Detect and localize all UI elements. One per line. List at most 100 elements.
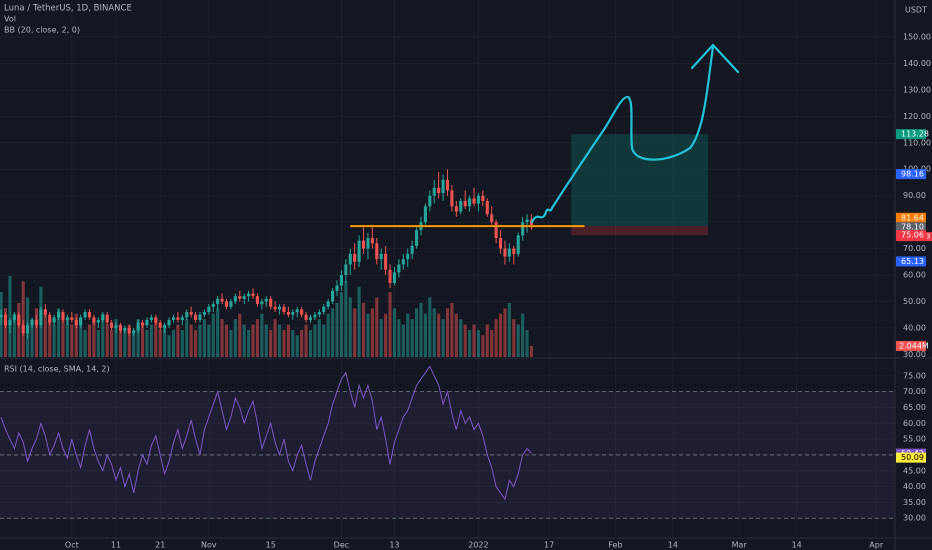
candle-body	[202, 312, 206, 315]
volume-bar	[255, 319, 259, 357]
candle-body	[295, 309, 299, 313]
volume-bar	[361, 302, 366, 357]
volume-bar	[123, 329, 127, 357]
currency[interactable]: USDT	[905, 6, 927, 15]
candle-body	[264, 298, 268, 302]
candle-body	[163, 325, 167, 328]
candle-body	[344, 264, 348, 276]
candle-body	[472, 198, 476, 204]
candle-body	[185, 312, 189, 318]
candle-body	[445, 179, 450, 191]
volume-bar	[189, 324, 193, 357]
candle-body	[384, 253, 388, 270]
volume-bar	[43, 313, 47, 357]
rsi-label: 50.09	[901, 453, 924, 462]
volume-bar	[176, 324, 180, 357]
candle-body	[52, 317, 56, 323]
volume-bar	[180, 329, 184, 357]
volume-bar	[224, 324, 229, 357]
candle-body	[516, 235, 520, 254]
rsi-tick-label: 55.00	[903, 435, 926, 444]
volume-bar	[185, 319, 189, 357]
volume-bar	[512, 319, 516, 357]
volume-bar	[454, 313, 458, 357]
x-tick-label: Mar	[732, 541, 748, 550]
volume-bar	[101, 313, 105, 357]
price-label: 78.10	[901, 223, 924, 232]
price-label: 75.06	[901, 231, 924, 240]
y-tick-label: 50.00	[903, 297, 926, 306]
volume-bar	[92, 319, 96, 357]
volume-bar	[216, 308, 220, 357]
x-tick-label: Apr	[869, 541, 884, 550]
volume-bar	[233, 319, 237, 357]
volume-bar	[410, 319, 414, 357]
candle-body	[105, 314, 109, 323]
candle-body	[61, 312, 65, 320]
indicator-title: BB (20, close, 2, 0)	[4, 26, 80, 35]
volume-bar	[322, 324, 326, 357]
volume-bar	[30, 319, 34, 357]
candle-body	[167, 319, 171, 326]
candle-body	[251, 293, 255, 297]
candle-body	[3, 314, 8, 326]
volume-bar	[529, 345, 534, 357]
y-tick-label: 140.00	[903, 59, 931, 68]
volume-bar	[21, 281, 25, 357]
rsi-label-box	[896, 452, 926, 463]
volume-bar	[313, 324, 317, 357]
volume-bar	[498, 313, 503, 357]
volume-bar	[96, 329, 100, 357]
candle-body	[476, 195, 480, 204]
volume-bar	[12, 313, 16, 357]
volume-bar	[114, 319, 118, 357]
volume-bar	[445, 308, 450, 357]
x-tick-label: 14	[668, 541, 678, 550]
volume-bar	[379, 319, 383, 357]
x-tick-label: Dec	[334, 541, 349, 550]
candle-body	[454, 206, 458, 212]
volume-bar	[87, 324, 92, 357]
volume-bar	[282, 329, 286, 357]
candle-body	[410, 245, 414, 254]
price-label-box	[896, 230, 926, 241]
price-label-box	[896, 222, 926, 233]
volume-bar	[194, 329, 198, 357]
candle-body	[83, 312, 87, 318]
volume-bar	[353, 308, 357, 357]
volume-bar	[384, 313, 388, 357]
candle-body	[127, 327, 131, 334]
x-tick-label: 11	[111, 541, 121, 550]
hand-drawn-arrow	[530, 43, 740, 224]
volume-bar	[317, 319, 321, 357]
volume-bar	[348, 297, 352, 357]
volume-bar	[308, 329, 313, 357]
volume-bar	[105, 324, 109, 357]
volume-bar	[242, 324, 246, 357]
candle-body	[207, 306, 211, 313]
volume-bar	[171, 329, 176, 357]
price-label: 98.16	[901, 170, 924, 179]
volume-title: Vol	[4, 15, 16, 24]
volume-bar	[392, 308, 397, 357]
candle-body	[158, 322, 162, 328]
candle-body	[74, 319, 78, 326]
volume-bar	[83, 329, 87, 357]
volume-bar	[220, 319, 224, 357]
volume-bar	[459, 319, 463, 357]
volume-bar	[357, 286, 361, 357]
candle-body	[370, 238, 374, 244]
candle-body	[335, 285, 339, 291]
x-tick-label: Nov	[201, 541, 217, 550]
candle-body	[269, 298, 273, 307]
rsi-tick-label: 45.00	[903, 466, 926, 475]
candle-body	[17, 314, 21, 326]
x-tick-label: 14	[792, 541, 802, 550]
rsi-tick-label: 40.00	[903, 482, 926, 491]
volume-bar	[507, 302, 511, 357]
candle-body	[26, 325, 30, 334]
candle-body	[145, 319, 149, 326]
candle-body	[331, 290, 335, 302]
candle-body	[304, 314, 308, 320]
volume-bar	[300, 329, 304, 357]
